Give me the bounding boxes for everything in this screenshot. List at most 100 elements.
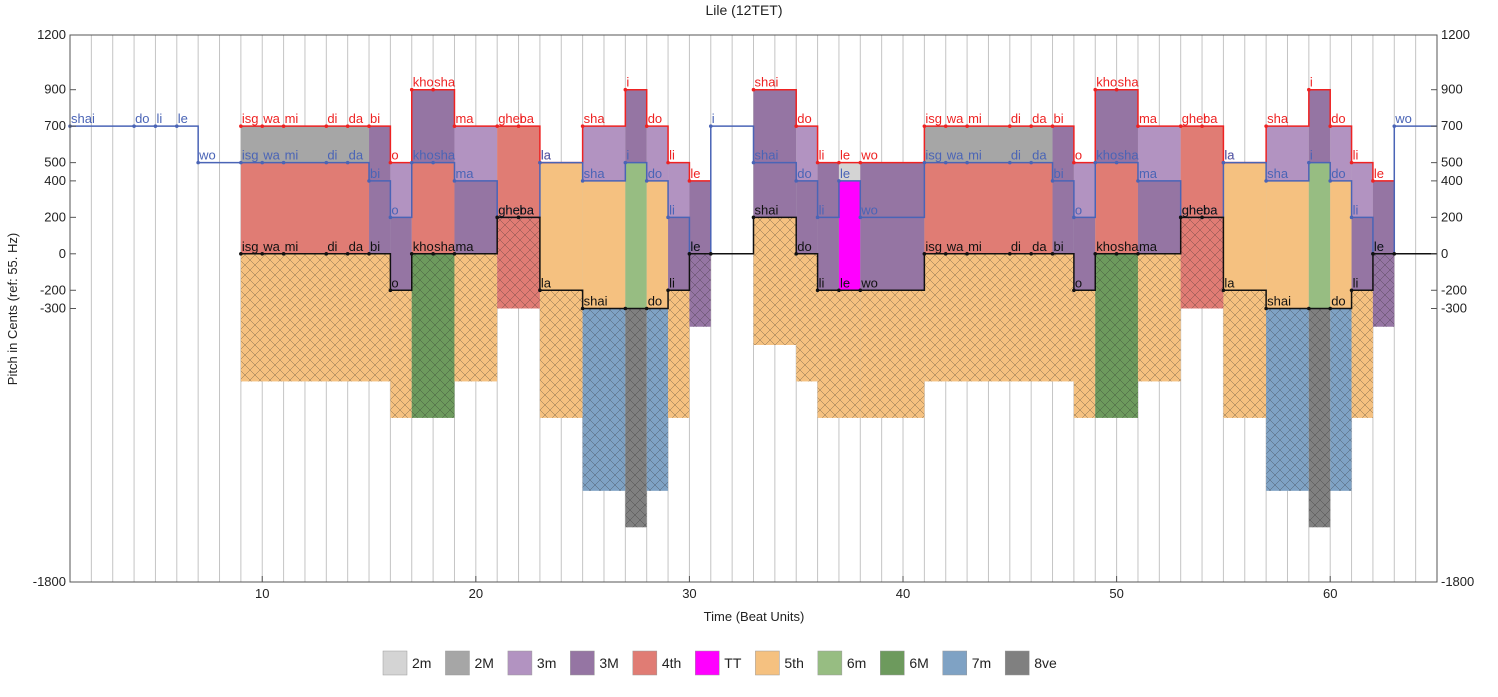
note-onset xyxy=(367,252,371,256)
note-onset xyxy=(409,160,414,165)
note-onset xyxy=(1349,288,1354,293)
syllable-label: li xyxy=(669,202,675,217)
syllable-label: wo xyxy=(1394,111,1412,126)
note-onset xyxy=(1008,124,1012,128)
upper-interval-block xyxy=(1330,126,1352,181)
syllable-label: sha xyxy=(434,239,456,254)
note-onset xyxy=(943,160,948,165)
lower-interval-block xyxy=(860,217,925,291)
y-tick-label-left: 900 xyxy=(44,82,66,97)
upper-interval-block xyxy=(838,162,861,181)
note-onset xyxy=(431,160,435,165)
syllable-label: do xyxy=(797,166,811,181)
syllable-label: mi xyxy=(968,111,982,126)
legend-label: 8ve xyxy=(1034,655,1057,671)
note-onset xyxy=(1221,160,1226,165)
syllable-label: la xyxy=(541,275,552,290)
syllable-label: le xyxy=(840,166,850,181)
syllable-label: wo xyxy=(860,275,878,290)
lower-interval-block xyxy=(1308,162,1331,309)
legend-label: 2M xyxy=(474,655,493,671)
legend-label: 3m xyxy=(537,655,556,671)
y-tick-label-left: 700 xyxy=(44,118,66,133)
note-onset xyxy=(858,288,863,293)
syllable-label: gher xyxy=(498,202,525,217)
syllable-label: li xyxy=(819,202,825,217)
syllable-label: ba xyxy=(520,202,535,217)
syllable-label: isg xyxy=(925,239,942,254)
syllable-label: da xyxy=(1032,239,1047,254)
note-onset xyxy=(666,215,670,220)
upper-interval-block xyxy=(625,89,647,163)
note-onset xyxy=(516,215,521,220)
outer-interval-hatch xyxy=(369,253,391,382)
note-onset xyxy=(409,87,414,92)
note-onset xyxy=(943,124,948,128)
syllable-label: isg xyxy=(925,111,942,126)
syllable-label: li xyxy=(819,148,825,163)
note-onset xyxy=(794,252,799,256)
note-onset xyxy=(1349,215,1354,220)
outer-interval-hatch xyxy=(1137,253,1181,382)
upper-interval-block xyxy=(668,162,690,218)
upper-interval-block xyxy=(369,126,391,181)
legend-swatch xyxy=(1004,650,1030,676)
outer-interval-hatch xyxy=(1223,290,1267,418)
note-onset xyxy=(538,160,542,165)
note-onset xyxy=(1200,124,1204,128)
upper-interval-block xyxy=(1095,89,1138,163)
syllable-label: di xyxy=(1011,111,1021,126)
syllable-label: wo xyxy=(860,202,878,217)
upper-interval-block xyxy=(689,180,711,254)
note-onset xyxy=(1136,252,1140,256)
syllable-label: mi xyxy=(968,239,982,254)
legend-label: 5th xyxy=(784,655,803,671)
lower-interval-block xyxy=(240,162,370,254)
note-onset xyxy=(452,179,457,183)
legend-swatch xyxy=(632,650,658,676)
note-onset xyxy=(260,124,265,128)
syllable-label: wo xyxy=(860,148,878,163)
note-onset xyxy=(388,288,393,293)
syllable-label: di xyxy=(327,148,337,163)
legend-label: TT xyxy=(724,655,742,671)
outer-interval-hatch xyxy=(240,253,370,382)
x-tick-label: 50 xyxy=(1109,586,1123,601)
lower-interval-block xyxy=(369,180,391,254)
note-onset xyxy=(132,124,136,128)
syllable-label: sha xyxy=(1267,111,1289,126)
syllable-label: ma xyxy=(455,166,474,181)
outer-interval-hatch xyxy=(1052,253,1074,382)
lower-interval-block xyxy=(1266,180,1309,309)
syllable-label: o xyxy=(391,148,398,163)
note-onset xyxy=(1093,252,1098,256)
syllable-label: sha xyxy=(584,166,606,181)
note-onset xyxy=(1178,124,1183,128)
upper-interval-block xyxy=(860,162,925,218)
syllable-label: di xyxy=(1011,239,1021,254)
note-onset xyxy=(1307,160,1311,165)
syllable-label: bi xyxy=(370,239,380,254)
syllable-label: sha xyxy=(584,111,606,126)
lower-interval-block xyxy=(390,217,412,291)
note-onset xyxy=(431,252,435,256)
note-onset xyxy=(1029,160,1033,165)
syllable-label: le xyxy=(840,148,850,163)
note-onset xyxy=(644,306,649,311)
syllable-label: isg xyxy=(242,239,259,254)
note-onset xyxy=(452,252,457,256)
note-onset xyxy=(1114,160,1119,165)
note-onset xyxy=(495,215,499,220)
syllable-label: gher xyxy=(1182,111,1209,126)
syllable-label: do xyxy=(1331,294,1345,309)
note-onset xyxy=(837,179,841,183)
lower-interval-block xyxy=(625,162,647,309)
note-onset xyxy=(1307,306,1311,311)
note-onset xyxy=(324,124,329,128)
voice-line xyxy=(240,216,1437,310)
outer-interval-hatch xyxy=(796,253,818,382)
note-onset xyxy=(1072,215,1076,220)
syllable-label: sha xyxy=(1267,166,1289,181)
lower-interval-block xyxy=(1137,180,1181,254)
note-onset xyxy=(687,252,692,256)
